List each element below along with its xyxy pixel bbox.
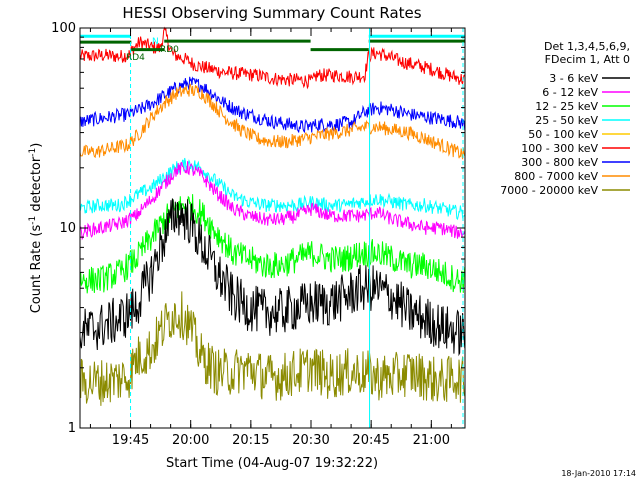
legend-label-5: 100 - 300 keV — [521, 142, 598, 155]
flag-label-n: N — [152, 37, 159, 47]
x-tick-label-2000: 20:00 — [172, 433, 209, 448]
legend-header-1: FDecim 1, Att 0 — [545, 53, 630, 66]
y-label-main: Count Rate (s — [29, 225, 44, 314]
series-line-800-7000-kev — [79, 83, 466, 160]
chart-title: HESSI Observing Summary Count Rates — [122, 4, 421, 22]
y-label-sup2: -1 — [28, 148, 38, 157]
x-tick-label-2100: 21:00 — [413, 433, 450, 448]
x-tick-label-2030: 20:30 — [292, 433, 329, 448]
flag-label-rd0: RD0 — [160, 45, 179, 55]
series-line-3-6-kev — [79, 198, 466, 357]
series-line-12-25-kev — [79, 194, 466, 294]
y-label-end: ) — [29, 143, 44, 148]
x-axis-label: Start Time (04-Aug-07 19:32:22) — [166, 456, 378, 471]
legend-label-0: 3 - 6 keV — [549, 72, 598, 85]
series-line-100-300-kev — [79, 26, 465, 90]
y-tick-label-100: 100 — [51, 21, 76, 36]
y-tick-label-1: 1 — [68, 421, 76, 436]
flag-label-rd4: RD4 — [126, 53, 145, 63]
series-line-6-12-kev — [79, 161, 466, 241]
x-tick-label-2045: 20:45 — [352, 433, 389, 448]
plot-timestamp: 18-Jan-2010 17:14 — [561, 469, 636, 478]
legend-header-0: Det 1,3,4,5,6,9, — [544, 40, 630, 53]
legend-label-3: 25 - 50 keV — [535, 114, 598, 127]
legend-label-6: 300 - 800 keV — [521, 156, 598, 169]
legend-label-1: 6 - 12 keV — [542, 86, 598, 99]
x-tick-label-2015: 20:15 — [232, 433, 269, 448]
y-label-sup1: -1 — [28, 216, 38, 225]
series-line-300-800-kev — [79, 76, 466, 134]
legend-label-4: 50 - 100 keV — [528, 128, 598, 141]
y-label-mid: detector — [29, 156, 44, 216]
y-axis-label: Count Rate (s-1 detector-1) — [28, 143, 44, 314]
series-line-25-50-kev — [79, 157, 466, 221]
y-tick-label-10: 10 — [59, 221, 76, 236]
legend-label-8: 7000 - 20000 keV — [500, 184, 598, 197]
series-line-7000-20000-kev — [79, 291, 466, 406]
legend-label-7: 800 - 7000 keV — [514, 170, 598, 183]
x-tick-label-1945: 19:45 — [112, 433, 149, 448]
legend-label-2: 12 - 25 keV — [535, 100, 598, 113]
legend: Det 1,3,4,5,6,9,FDecim 1, Att 0 3 - 6 keV… — [500, 40, 630, 197]
